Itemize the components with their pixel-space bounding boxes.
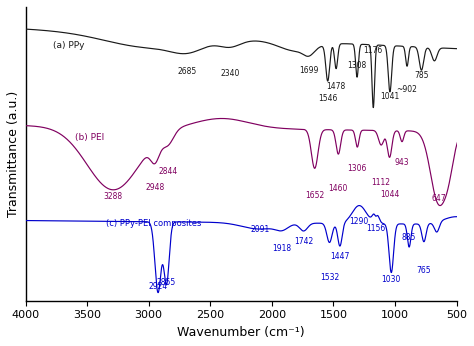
- Text: 2340: 2340: [220, 69, 240, 78]
- Text: 1447: 1447: [330, 252, 350, 261]
- Text: 2091: 2091: [251, 225, 270, 234]
- X-axis label: Wavenumber (cm⁻¹): Wavenumber (cm⁻¹): [177, 326, 305, 339]
- Text: 1742: 1742: [294, 237, 313, 246]
- Text: 885: 885: [402, 233, 416, 242]
- Text: 1306: 1306: [347, 164, 367, 173]
- Text: 1478: 1478: [327, 82, 346, 91]
- Text: 1030: 1030: [382, 275, 401, 284]
- Text: 2855: 2855: [157, 278, 176, 287]
- Text: 1699: 1699: [299, 66, 319, 75]
- Text: (c) PPy-PEI composites: (c) PPy-PEI composites: [106, 219, 201, 228]
- Text: 2685: 2685: [178, 67, 197, 76]
- Text: 1918: 1918: [273, 244, 292, 253]
- Text: 1041: 1041: [380, 92, 400, 101]
- Text: 2948: 2948: [146, 183, 164, 192]
- Text: 1532: 1532: [320, 273, 339, 282]
- Text: 1460: 1460: [328, 184, 348, 193]
- Text: 647: 647: [431, 194, 446, 203]
- Text: 1112: 1112: [372, 177, 391, 186]
- Text: 1290: 1290: [350, 217, 369, 226]
- Text: 1546: 1546: [318, 94, 337, 103]
- Text: 1652: 1652: [305, 191, 324, 200]
- Text: (a) PPy: (a) PPy: [53, 40, 84, 49]
- Text: ~902: ~902: [397, 85, 418, 94]
- Y-axis label: Transmittance (a.u.): Transmittance (a.u.): [7, 91, 20, 217]
- Text: 785: 785: [414, 71, 428, 80]
- Text: (b) PEI: (b) PEI: [75, 133, 104, 142]
- Text: 1176: 1176: [364, 46, 383, 55]
- Text: 3288: 3288: [104, 192, 123, 201]
- Text: 1044: 1044: [380, 190, 399, 199]
- Text: 1156: 1156: [366, 224, 385, 233]
- Text: 2844: 2844: [158, 167, 177, 176]
- Text: 765: 765: [417, 266, 431, 275]
- Text: 2924: 2924: [148, 282, 168, 291]
- Text: 943: 943: [395, 158, 410, 167]
- Text: 1308: 1308: [347, 61, 367, 70]
